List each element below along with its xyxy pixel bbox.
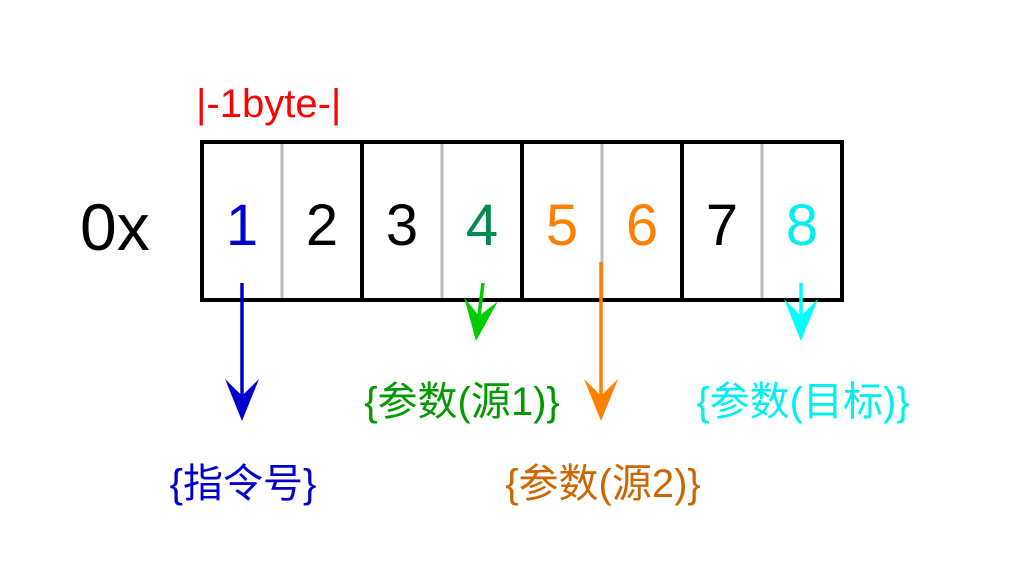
hex-prefix: 0x bbox=[80, 190, 150, 264]
arrow-source1 bbox=[464, 282, 498, 341]
label-source1: {参数(源1)} bbox=[364, 380, 560, 424]
hex-digit-4: 4 bbox=[466, 193, 498, 258]
byte-width-label: |-1byte-| bbox=[196, 82, 341, 126]
hex-digit-6: 6 bbox=[626, 193, 658, 258]
label-opcode: {指令号} bbox=[170, 462, 317, 506]
hex-digit-1: 1 bbox=[226, 193, 258, 258]
hex-digit-3: 3 bbox=[386, 193, 418, 258]
label-target: {参数(目标)} bbox=[696, 380, 909, 424]
hex-digit-8: 8 bbox=[786, 193, 818, 258]
hex-digit-2: 2 bbox=[306, 193, 338, 258]
arrow-source2 bbox=[584, 262, 618, 421]
hex-digit-5: 5 bbox=[546, 193, 578, 258]
arrow-target bbox=[784, 283, 818, 341]
label-source2: {参数(源2)} bbox=[505, 462, 701, 506]
arrow-opcode bbox=[225, 283, 259, 421]
hex-digit-7: 7 bbox=[706, 193, 738, 258]
